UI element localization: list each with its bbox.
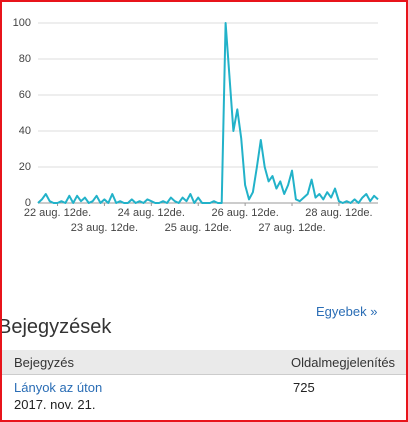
- post-date: 2017. nov. 21.: [14, 397, 96, 412]
- x-tick-label: 23 aug. 12de.: [71, 222, 138, 234]
- chart: 0 20 40 60 80 100 22 aug. 12de. 23 aug. 12de. 24…: [13, 17, 379, 234]
- more-link[interactable]: Egyebek »: [316, 304, 378, 319]
- x-tick-label: 28 aug. 12de.: [305, 207, 372, 219]
- y-tick-label: 60: [19, 89, 31, 101]
- x-tick-label: 26 aug. 12de.: [211, 207, 278, 219]
- table-header: [2, 350, 406, 375]
- column-header: Bejegyzés: [14, 355, 74, 370]
- column-header: Oldalmegjelenítés: [291, 355, 396, 370]
- post-link[interactable]: Lányok az úton: [14, 380, 103, 395]
- x-tick-label: 24 aug. 12de.: [118, 207, 185, 219]
- x-tick-label: 25 aug. 12de.: [165, 222, 232, 234]
- y-tick-label: 20: [19, 161, 31, 173]
- line-series: [37, 22, 379, 204]
- section-title: Bejegyzések: [0, 316, 112, 338]
- y-tick-label: 80: [19, 53, 31, 65]
- y-tick-label: 0: [25, 197, 31, 209]
- y-tick-label: 100: [13, 17, 31, 29]
- x-tick-label: 22 aug. 12de.: [24, 207, 91, 219]
- post-views: 725: [293, 380, 315, 395]
- y-tick-label: 40: [19, 125, 31, 137]
- x-tick-label: 27 aug. 12de.: [258, 222, 325, 234]
